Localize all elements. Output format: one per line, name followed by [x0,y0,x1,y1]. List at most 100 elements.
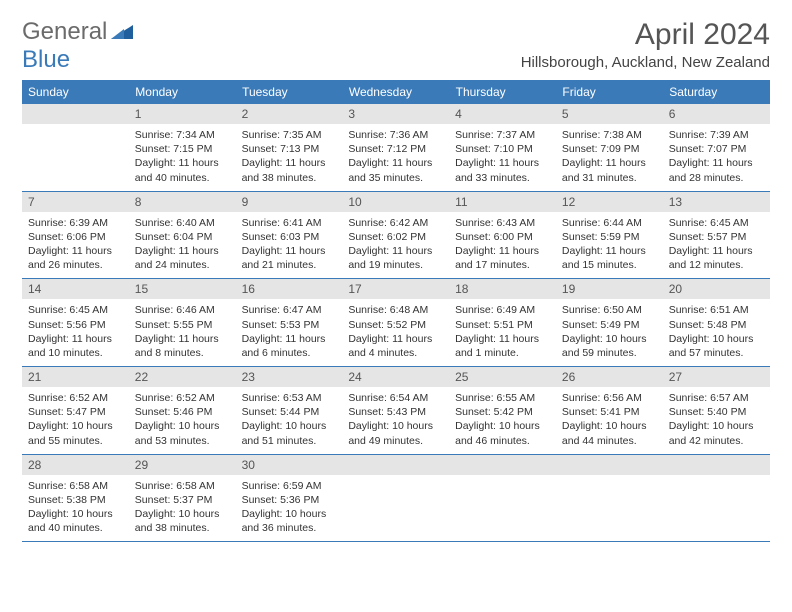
day-number-row: 14151617181920 [22,279,770,300]
weekday-header-row: Sunday Monday Tuesday Wednesday Thursday… [22,80,770,104]
daylight-text: and 24 minutes. [135,258,230,272]
day-number: 23 [236,367,343,388]
sunset-text: Sunset: 6:03 PM [242,230,337,244]
daylight-text: and 49 minutes. [348,434,443,448]
daylight-text: Daylight: 10 hours [455,419,550,433]
day-cell [449,475,556,542]
month-title: April 2024 [521,18,770,52]
daylight-text: and 4 minutes. [348,346,443,360]
day-number [22,104,129,124]
day-number: 15 [129,279,236,300]
day-number: 7 [22,191,129,212]
day-cell: Sunrise: 7:35 AMSunset: 7:13 PMDaylight:… [236,124,343,191]
sunset-text: Sunset: 5:57 PM [669,230,764,244]
logo: GeneralBlue [22,18,133,74]
sunset-text: Sunset: 6:06 PM [28,230,123,244]
daylight-text: Daylight: 11 hours [455,332,550,346]
day-cell: Sunrise: 6:57 AMSunset: 5:40 PMDaylight:… [663,387,770,454]
day-number: 26 [556,367,663,388]
day-cell: Sunrise: 6:43 AMSunset: 6:00 PMDaylight:… [449,212,556,279]
header: GeneralBlue April 2024 Hillsborough, Auc… [22,18,770,74]
daylight-text: and 1 minute. [455,346,550,360]
day-cell: Sunrise: 6:56 AMSunset: 5:41 PMDaylight:… [556,387,663,454]
daylight-text: Daylight: 10 hours [348,419,443,433]
day-number: 19 [556,279,663,300]
daylight-text: and 38 minutes. [242,171,337,185]
day-cell [342,475,449,542]
sunset-text: Sunset: 5:42 PM [455,405,550,419]
daylight-text: and 44 minutes. [562,434,657,448]
day-cell: Sunrise: 6:41 AMSunset: 6:03 PMDaylight:… [236,212,343,279]
sunrise-text: Sunrise: 6:59 AM [242,479,337,493]
day-number [342,454,449,475]
day-cell [22,124,129,191]
day-cell: Sunrise: 6:58 AMSunset: 5:37 PMDaylight:… [129,475,236,542]
daylight-text: and 36 minutes. [242,521,337,535]
daylight-text: Daylight: 10 hours [562,332,657,346]
day-data-row: Sunrise: 6:45 AMSunset: 5:56 PMDaylight:… [22,299,770,366]
sunrise-text: Sunrise: 6:39 AM [28,216,123,230]
sunset-text: Sunset: 7:09 PM [562,142,657,156]
daylight-text: Daylight: 10 hours [28,419,123,433]
sunrise-text: Sunrise: 6:50 AM [562,303,657,317]
day-cell: Sunrise: 6:49 AMSunset: 5:51 PMDaylight:… [449,299,556,366]
day-cell: Sunrise: 6:45 AMSunset: 5:56 PMDaylight:… [22,299,129,366]
sunrise-text: Sunrise: 6:54 AM [348,391,443,405]
day-data-row: Sunrise: 6:58 AMSunset: 5:38 PMDaylight:… [22,475,770,542]
sunset-text: Sunset: 5:40 PM [669,405,764,419]
daylight-text: Daylight: 10 hours [28,507,123,521]
sunset-text: Sunset: 7:15 PM [135,142,230,156]
sunrise-text: Sunrise: 6:52 AM [28,391,123,405]
sunrise-text: Sunrise: 6:45 AM [28,303,123,317]
daylight-text: and 12 minutes. [669,258,764,272]
weekday-header: Friday [556,80,663,104]
sunset-text: Sunset: 5:37 PM [135,493,230,507]
daylight-text: Daylight: 11 hours [242,332,337,346]
sunset-text: Sunset: 5:36 PM [242,493,337,507]
daylight-text: Daylight: 11 hours [669,156,764,170]
sunset-text: Sunset: 5:46 PM [135,405,230,419]
day-number: 20 [663,279,770,300]
sunset-text: Sunset: 7:12 PM [348,142,443,156]
daylight-text: and 33 minutes. [455,171,550,185]
day-data-row: Sunrise: 7:34 AMSunset: 7:15 PMDaylight:… [22,124,770,191]
day-number-row: 123456 [22,104,770,124]
daylight-text: and 6 minutes. [242,346,337,360]
day-cell: Sunrise: 7:34 AMSunset: 7:15 PMDaylight:… [129,124,236,191]
sunrise-text: Sunrise: 7:37 AM [455,128,550,142]
daylight-text: Daylight: 11 hours [348,332,443,346]
sunset-text: Sunset: 5:59 PM [562,230,657,244]
sunset-text: Sunset: 5:41 PM [562,405,657,419]
day-number: 21 [22,367,129,388]
daylight-text: and 42 minutes. [669,434,764,448]
day-number: 14 [22,279,129,300]
day-number: 12 [556,191,663,212]
day-cell: Sunrise: 6:45 AMSunset: 5:57 PMDaylight:… [663,212,770,279]
daylight-text: Daylight: 11 hours [348,156,443,170]
sunrise-text: Sunrise: 6:58 AM [28,479,123,493]
sunset-text: Sunset: 5:44 PM [242,405,337,419]
sunset-text: Sunset: 5:38 PM [28,493,123,507]
daylight-text: Daylight: 11 hours [135,156,230,170]
day-cell: Sunrise: 6:42 AMSunset: 6:02 PMDaylight:… [342,212,449,279]
day-cell: Sunrise: 6:44 AMSunset: 5:59 PMDaylight:… [556,212,663,279]
day-number: 6 [663,104,770,124]
daylight-text: Daylight: 10 hours [135,507,230,521]
day-cell: Sunrise: 6:46 AMSunset: 5:55 PMDaylight:… [129,299,236,366]
sunset-text: Sunset: 5:52 PM [348,318,443,332]
day-number: 22 [129,367,236,388]
day-cell: Sunrise: 7:37 AMSunset: 7:10 PMDaylight:… [449,124,556,191]
day-number: 9 [236,191,343,212]
day-cell: Sunrise: 6:52 AMSunset: 5:46 PMDaylight:… [129,387,236,454]
daylight-text: Daylight: 11 hours [455,244,550,258]
daylight-text: and 40 minutes. [135,171,230,185]
day-cell: Sunrise: 6:51 AMSunset: 5:48 PMDaylight:… [663,299,770,366]
day-number: 8 [129,191,236,212]
day-number: 5 [556,104,663,124]
day-cell: Sunrise: 6:50 AMSunset: 5:49 PMDaylight:… [556,299,663,366]
weekday-header: Tuesday [236,80,343,104]
day-cell: Sunrise: 6:40 AMSunset: 6:04 PMDaylight:… [129,212,236,279]
day-number: 30 [236,454,343,475]
sunrise-text: Sunrise: 6:51 AM [669,303,764,317]
day-number-row: 78910111213 [22,191,770,212]
